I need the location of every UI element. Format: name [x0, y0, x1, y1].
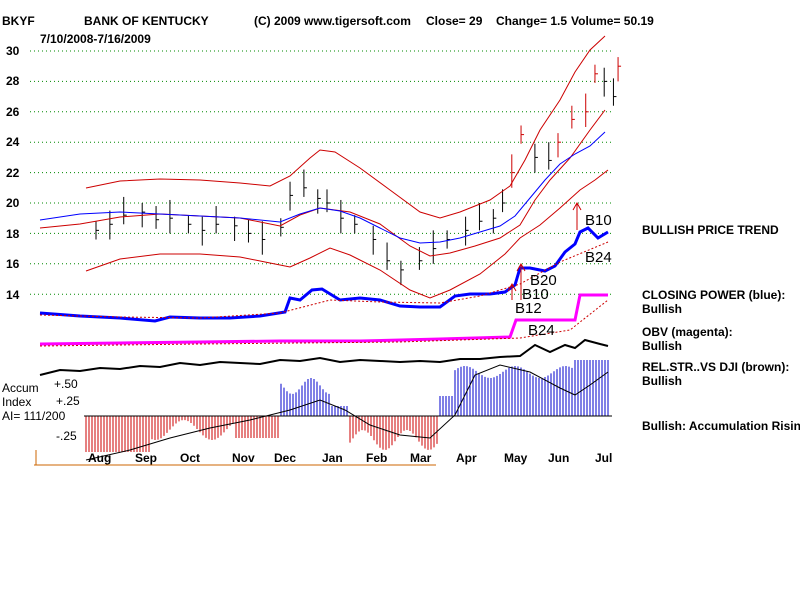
- relstr-line: [39, 338, 609, 376]
- obv-status: Bullish: [642, 339, 683, 353]
- y-tick-label: 24: [6, 135, 20, 149]
- gridlines: [30, 50, 612, 295]
- y-tick-label: 20: [6, 196, 20, 210]
- closing-power-label: CLOSING POWER (blue):: [642, 288, 786, 302]
- accum-label: Accum: [2, 381, 39, 395]
- ticker-symbol: BKYF: [2, 14, 35, 28]
- x-tick-label: Jan: [322, 451, 343, 465]
- x-tick-label: Feb: [366, 451, 388, 465]
- date-range: 7/10/2008-7/16/2009: [40, 32, 151, 46]
- obv-ma-line: [39, 299, 609, 347]
- price-bars-group: [95, 57, 622, 286]
- x-axis-baseline: [34, 450, 436, 466]
- y-tick-label: 30: [6, 44, 20, 58]
- y-tick-label: 26: [6, 105, 20, 119]
- ai-value: AI= 111/200: [2, 409, 66, 423]
- price-trend-status: BULLISH PRICE TREND: [642, 223, 779, 237]
- relstr-label: REL.STR..VS DJI (brown):: [642, 360, 790, 374]
- change-value: Change= 1.5: [496, 14, 568, 28]
- x-tick-label: Sep: [135, 451, 158, 465]
- index-label: Index: [2, 395, 32, 409]
- volume-value: Volume= 50.19: [571, 14, 654, 28]
- accum-tick-p50: +.50: [54, 377, 78, 391]
- y-tick-label: 28: [6, 74, 20, 88]
- x-tick-label: May: [504, 451, 528, 465]
- accumulation-histogram: [85, 360, 609, 452]
- y-tick-label: 18: [6, 227, 20, 241]
- signal-arrow-b12: [507, 282, 517, 300]
- signal-b10-mid: B10: [522, 286, 549, 303]
- closing-power-status: Bullish: [642, 302, 683, 316]
- y-tick-label: 22: [6, 166, 20, 180]
- x-tick-label: Jun: [548, 451, 570, 465]
- upper-band-line: [85, 35, 606, 219]
- signal-b10-top: B10: [585, 212, 612, 229]
- mid-band-line: [39, 109, 606, 257]
- x-tick-label: Jul: [595, 451, 613, 465]
- accum-tick-m25: -.25: [56, 429, 77, 443]
- relstr-status: Bullish: [642, 374, 683, 388]
- x-tick-label: Mar: [410, 451, 432, 465]
- signal-b20: B20: [530, 272, 557, 289]
- x-tick-label: Nov: [232, 451, 255, 465]
- closing-power-line: [39, 226, 609, 323]
- x-tick-label: Dec: [274, 451, 297, 465]
- obv-line: [39, 293, 608, 346]
- moving-average-line: [39, 131, 606, 244]
- signal-arrow-b20: [516, 262, 526, 300]
- y-tick-label: 14: [6, 288, 20, 302]
- copyright-text: (C) 2009 www.tigersoft.com: [254, 14, 411, 28]
- x-tick-label: Aug: [88, 451, 112, 465]
- x-tick-label: Oct: [180, 451, 201, 465]
- lower-band-line: [85, 169, 609, 299]
- x-tick-label: Apr: [456, 451, 477, 465]
- signal-arrow-b10: [572, 201, 582, 230]
- accum-ma-line: [85, 364, 609, 461]
- signal-b12: B12: [515, 300, 542, 317]
- signal-b24-low: B24: [528, 322, 555, 339]
- obv-label: OBV (magenta):: [642, 325, 733, 339]
- accum-tick-p25: +.25: [56, 394, 80, 408]
- company-name: BANK OF KENTUCKY: [84, 14, 209, 28]
- close-value: Close= 29: [426, 14, 483, 28]
- signal-b24-top: B24: [585, 249, 612, 266]
- y-tick-label: 16: [6, 257, 20, 271]
- accumulation-status: Bullish: Accumulation Rising: [642, 419, 800, 433]
- closing-power-ma-line: [39, 241, 609, 319]
